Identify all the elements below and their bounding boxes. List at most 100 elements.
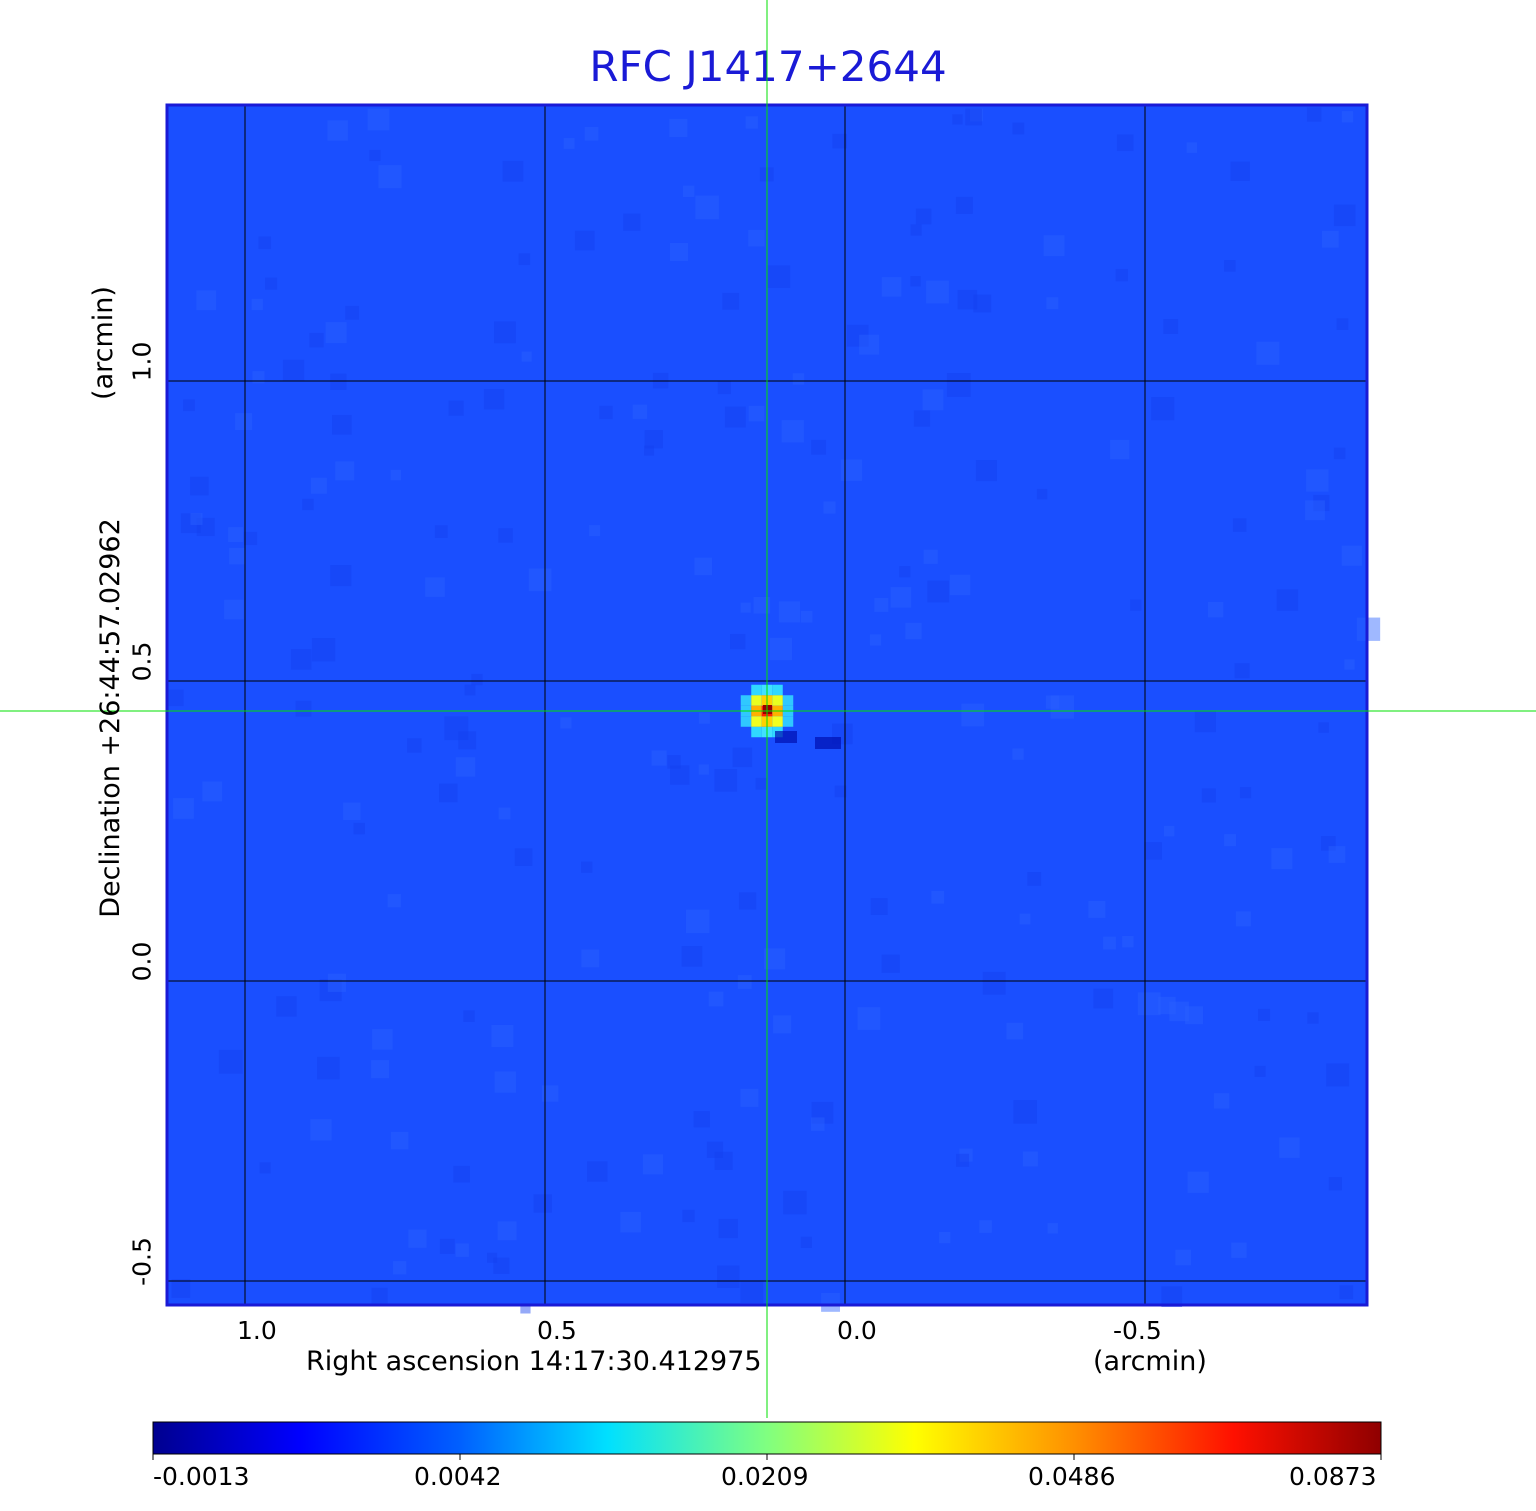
noise-pixel (915, 208, 932, 225)
noise-pixel (870, 898, 888, 915)
noise-pixel (718, 1218, 738, 1239)
colorbar-tick-label: 0.0042 (414, 1462, 502, 1491)
noise-pixel (1258, 1008, 1271, 1021)
noise-pixel (309, 332, 324, 348)
noise-pixel (502, 160, 524, 182)
noise-pixel (463, 1010, 475, 1022)
noise-pixel (1201, 788, 1216, 803)
noise-pixel (767, 265, 791, 288)
noise-pixel (425, 577, 445, 597)
noise-pixel (667, 755, 681, 769)
noise-pixel (325, 322, 347, 344)
noise-pixel (1185, 1006, 1204, 1025)
noise-pixel (1239, 787, 1252, 799)
noise-pixel (458, 731, 477, 750)
noise-pixel (755, 777, 768, 790)
noise-pixel (310, 477, 327, 494)
noise-pixel (1341, 545, 1362, 566)
noise-pixel (931, 890, 945, 904)
noise-pixel (330, 373, 347, 390)
noise-pixel (651, 750, 667, 766)
noise-pixel (740, 602, 751, 613)
noise-pixel (581, 949, 600, 968)
noise-pixel (979, 1220, 992, 1233)
noise-pixel (1046, 297, 1059, 310)
noise-pixel (371, 1287, 388, 1304)
noise-pixel (183, 399, 195, 412)
noise-pixel (1256, 341, 1280, 365)
noise-pixel (1254, 1065, 1266, 1077)
noise-pixel (1276, 589, 1299, 611)
noise-pixel (717, 380, 731, 395)
noise-pixel (1326, 1063, 1350, 1087)
noise-pixel (353, 822, 365, 835)
x-tick-label: 0.0 (837, 1316, 877, 1345)
noise-pixel (252, 371, 265, 384)
source-pixel (772, 684, 783, 696)
noise-pixel (372, 1029, 393, 1050)
noise-pixel (955, 196, 973, 214)
noise-pixel (369, 149, 381, 162)
source-pixel (740, 716, 752, 727)
noise-pixel (202, 781, 223, 802)
noise-pixel (644, 445, 655, 456)
noise-pixel (345, 305, 360, 320)
x-tick-label: 1.0 (237, 1316, 277, 1345)
noise-pixel (781, 420, 804, 443)
noise-pixel (1213, 1093, 1230, 1109)
noise-pixel (1234, 663, 1250, 679)
noise-pixel (1279, 1137, 1300, 1158)
noise-pixel (1144, 842, 1162, 860)
noise-pixel (1318, 722, 1329, 733)
noise-pixel (740, 1088, 759, 1107)
noise-pixel (563, 138, 575, 149)
noise-pixel (390, 1131, 409, 1150)
noise-pixel (923, 549, 938, 564)
noise-pixel (173, 798, 194, 819)
noise-pixel (1186, 142, 1198, 153)
noise-pixel (682, 185, 695, 198)
noise-pixel (584, 126, 599, 141)
noise-pixel (448, 400, 464, 416)
noise-pixel (832, 133, 847, 149)
noise-pixel (196, 517, 215, 537)
noise-pixel (965, 108, 982, 126)
noise-pixel (1012, 122, 1025, 135)
x-axis-label: Right ascension 14:17:30.412975 (306, 1346, 762, 1377)
noise-pixel (1230, 161, 1250, 181)
noise-pixel (1207, 602, 1224, 618)
noise-pixel (407, 738, 422, 753)
noise-pixel (514, 848, 533, 866)
noise-pixel (1187, 1171, 1209, 1193)
marks-layer (0, 0, 1536, 1460)
noise-pixel (800, 610, 813, 623)
noise-pixel (800, 1236, 812, 1248)
noise-pixel (330, 565, 352, 587)
noise-pixel (1006, 1022, 1024, 1040)
source-pixel (751, 726, 762, 738)
noise-pixel (390, 469, 402, 481)
noise-pixel (491, 1024, 514, 1048)
noise-pixel (332, 414, 352, 435)
noise-pixel (811, 1101, 834, 1124)
noise-pixel (1320, 836, 1336, 851)
noise-pixel (434, 525, 448, 538)
noise-pixel (913, 410, 931, 427)
noise-pixel (387, 894, 401, 908)
y-axis-label-wrap: Declination +26:44:57.02962 (95, 368, 131, 1068)
noise-pixel (670, 765, 690, 785)
noise-pixel (1175, 1249, 1192, 1266)
noise-pixel (952, 114, 963, 125)
noise-pixel (1115, 268, 1128, 282)
noise-pixel (1103, 936, 1116, 950)
noise-pixel (927, 580, 950, 603)
source-pixel (740, 695, 752, 706)
noise-pixel (487, 1252, 498, 1263)
noise-pixel (319, 979, 342, 1002)
noise-pixel (581, 861, 593, 873)
noise-pixel (682, 1209, 695, 1223)
noise-pixel (748, 405, 765, 422)
noise-pixel (961, 703, 985, 727)
noise-pixel (494, 321, 516, 344)
noise-pixel (317, 1056, 340, 1080)
